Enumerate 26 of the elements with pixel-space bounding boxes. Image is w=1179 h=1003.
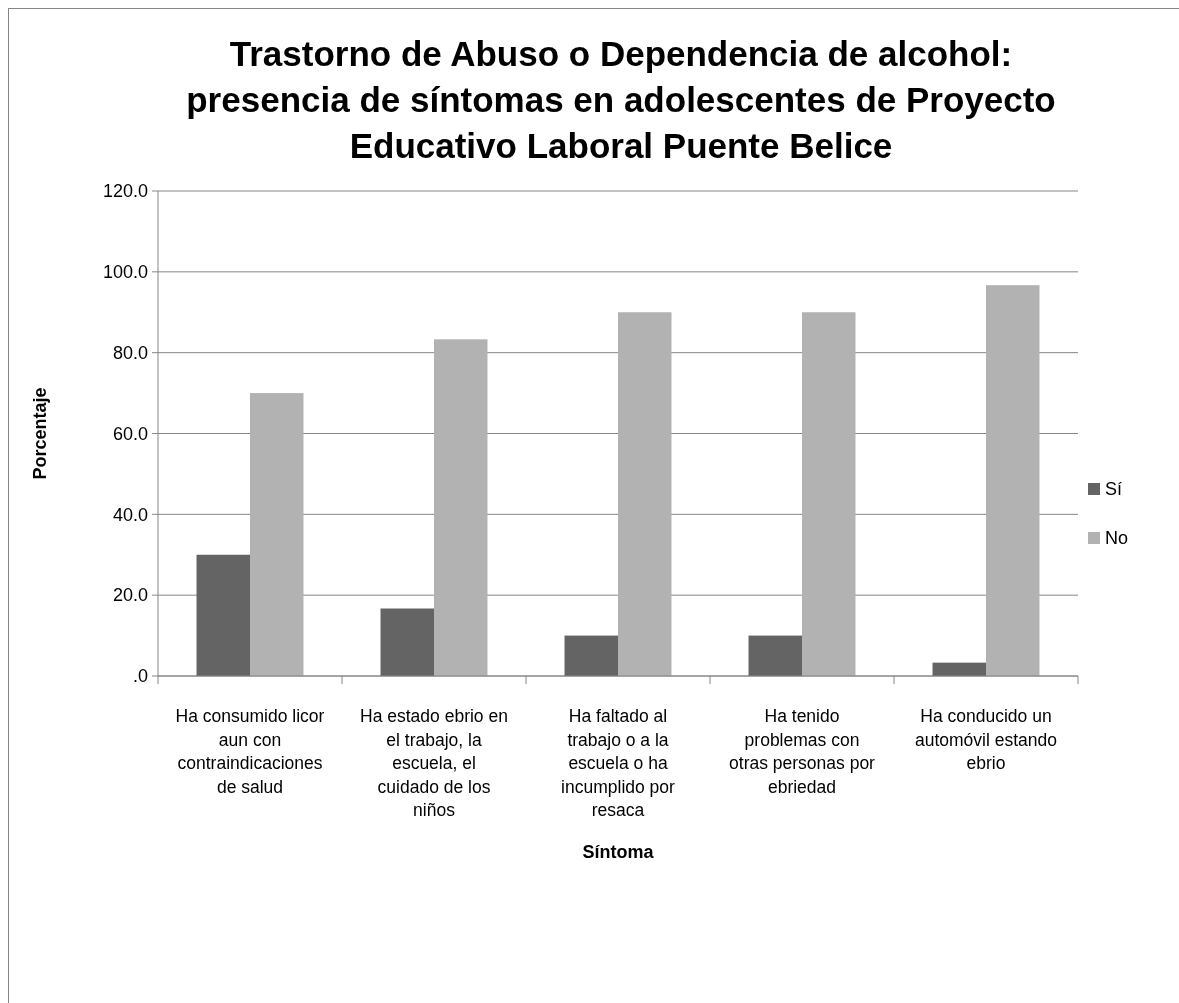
bar <box>564 635 618 676</box>
y-tick-label: 20.0 <box>112 585 148 606</box>
y-axis-title: Porcentaje <box>30 387 50 480</box>
bar <box>986 285 1040 676</box>
y-tick-label: 60.0 <box>112 423 148 444</box>
legend-label: Sí <box>1105 479 1123 500</box>
bar <box>196 554 250 676</box>
bar <box>748 635 802 676</box>
bar <box>802 312 856 676</box>
y-tick-label: 80.0 <box>112 342 148 363</box>
bar <box>380 608 434 676</box>
y-tick-label: .0 <box>132 666 148 687</box>
y-tick-label: 40.0 <box>112 504 148 525</box>
y-tick-label: 100.0 <box>102 262 148 283</box>
chart-title: Trastorno de Abuso o Dependencia de alcohol: presencia de síntomas en adolescentes de Proyecto Educativo Laboral Puente Belice <box>186 34 1056 165</box>
x-tick-label: Ha estado ebrio en el trabajo, la escuela, el cuidado de los niños <box>360 706 508 820</box>
bar <box>250 393 304 676</box>
bar <box>434 339 488 676</box>
bar <box>618 312 672 676</box>
x-tick-label: Ha conducido un automóvil estando ebrio <box>914 706 1058 773</box>
y-tick-label: 120.0 <box>102 181 148 202</box>
x-tick-label: Ha tenido problemas con otras personas por ebriedad <box>729 706 876 797</box>
x-tick-label: Ha consumido licor aun con contraindicaciones de salud <box>175 706 325 797</box>
legend-label: No <box>1105 528 1129 549</box>
x-tick-label: Ha faltado al trabajo o a la escuela o ha incumplido por resaca <box>561 706 676 820</box>
x-axis-title: Síntoma <box>582 842 655 862</box>
